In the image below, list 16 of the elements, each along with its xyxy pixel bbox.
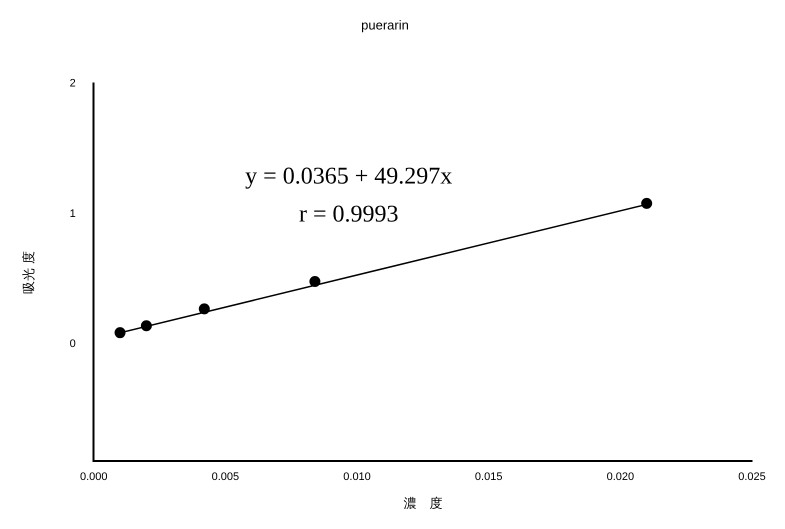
x-tick-label: 0.015 [474,470,502,483]
x-axis-title: 濃 度 [403,496,442,512]
y-tick-label: 2 [70,78,76,90]
x-tick-label: 0.010 [343,470,371,483]
x-tick-label: 0.025 [738,470,766,483]
y-axis-title: 吸光 度 [21,250,38,294]
y-tick-label: 1 [70,208,76,220]
point [114,327,126,338]
point [641,198,652,209]
x-tick-label: 0.000 [80,470,108,483]
annotation: r = 0.9993 [298,202,398,228]
annotation: y = 0.0365 + 49.297x [245,164,452,190]
x-tick-label: 0.005 [212,470,240,483]
y-tick-label: 0 [70,338,76,350]
chart-title: puerarin [361,17,409,32]
x-tick-label: 0.020 [606,470,634,483]
